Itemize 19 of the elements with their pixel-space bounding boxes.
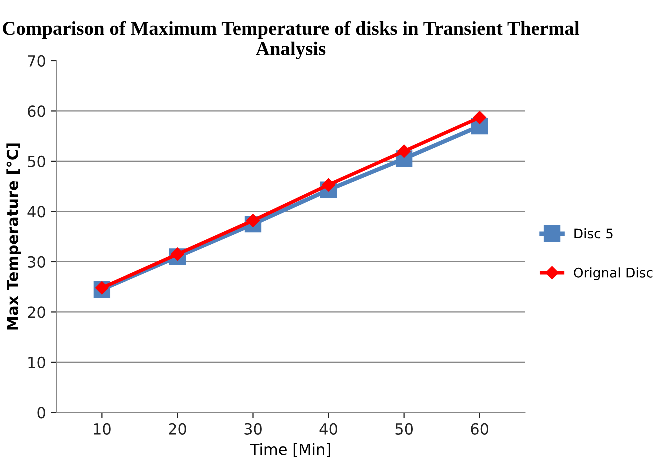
x-axis-title: Time [Min] <box>250 443 330 458</box>
legend-label: Disc 5 <box>574 228 613 239</box>
y-tick-label: 20 <box>28 306 46 318</box>
y-tick-label: 0 <box>38 407 46 419</box>
x-tick-label: 30 <box>244 423 262 435</box>
y-tick-label: 40 <box>28 206 46 218</box>
y-tick-label: 10 <box>28 356 46 368</box>
point <box>473 111 486 124</box>
y-tick-label: 30 <box>28 256 46 268</box>
x-tick-label: 50 <box>396 423 414 435</box>
y-tick-label: 60 <box>28 106 46 118</box>
x-tick-label: 40 <box>320 423 338 435</box>
legend-label: Orignal Disc <box>574 268 653 280</box>
x-tick-label: 60 <box>471 423 489 435</box>
x-tick-label: 20 <box>169 423 186 435</box>
y-tick-label: 50 <box>28 156 46 168</box>
x-tick-label: 10 <box>94 423 111 435</box>
y-axis-title: Max Temperature [°C] <box>6 144 22 330</box>
point <box>398 144 411 158</box>
